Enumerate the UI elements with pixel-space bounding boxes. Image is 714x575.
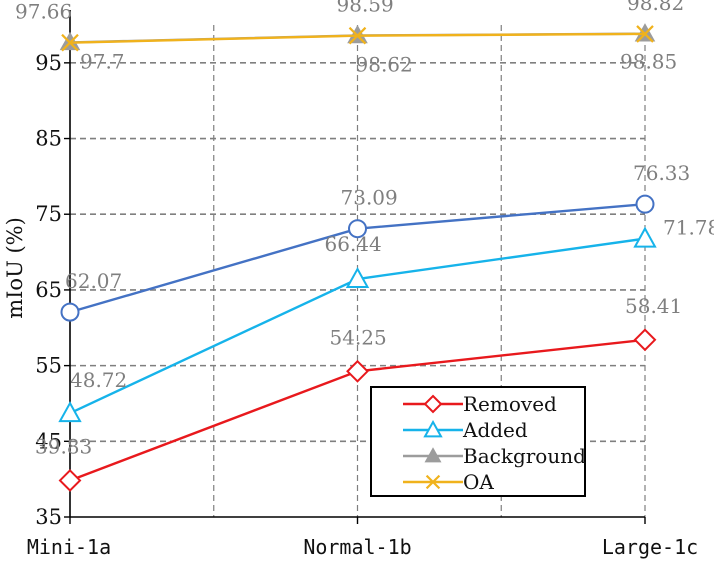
legend-marker-3-b [425,474,441,490]
data-label-4-1: 73.09 [341,186,398,210]
y-tick-label-75: 75 [35,202,62,226]
data-label-4-2: 76.33 [633,161,690,185]
series-3-point-2 [636,25,654,43]
data-label-1-1: 66.44 [325,232,382,256]
data-label-3-1: 98.59 [337,0,394,17]
x-tick-labels: Mini-1a Normal-1b Large-1c [27,535,698,559]
data-label-2-1: 98.62 [356,52,413,76]
data-label-2-2: 98.85 [620,50,677,74]
series-4-point-2 [635,194,655,214]
legend-label-0: Removed [463,392,557,416]
series-3-point-2-b [636,25,654,43]
y-tick-label-95: 95 [35,51,62,75]
y-tick-label-65: 65 [35,278,62,302]
series-4-point-1 [348,219,367,239]
legend-marker-2 [424,447,442,463]
data-label-2-0: 97.7 [80,49,125,73]
series-layer [58,23,657,492]
series-4-point-0 [60,302,80,322]
data-label-1-0: 48.72 [70,368,127,392]
data-labels: 39.83 54.25 58.41 48.72 66.44 71.78 97.7 98.62 9… [15,0,714,458]
series-1-point-0 [58,401,82,423]
y-tick-label-85: 85 [35,127,62,151]
x-tick-label-1: Normal-1b [303,535,411,559]
legend-label-1: Added [462,418,528,442]
axes [64,10,646,524]
grid-lines [70,25,646,517]
series-1-point-2 [633,226,657,248]
series-0-point-0 [58,469,82,492]
legend-marker-3 [425,474,441,490]
legend-marker-1 [423,419,443,438]
y-tick-labels: 35 45 55 65 75 85 95 [35,51,62,529]
series-0-point-2 [633,328,657,352]
series-3-point-1 [348,26,367,45]
data-label-0-1: 54.25 [330,325,387,349]
data-label-3-0: 97.66 [15,0,72,24]
series-3-point-0-b [61,33,79,52]
legend-label-2: Background [463,444,586,468]
data-label-3-2: 98.82 [627,0,684,15]
series-1-point-1 [345,266,370,289]
legend-marker-0 [423,394,443,414]
y-tick-label-45: 45 [35,429,62,453]
y-tick-label-35: 35 [35,505,62,529]
series-3-point-1-b [348,26,367,45]
y-tick-label-55: 55 [35,354,62,378]
series-0-point-1 [346,359,369,383]
data-label-0-0: 39.83 [35,434,92,458]
x-tick-label-2: Large-1c [602,535,698,559]
x-tick-label-0: Mini-1a [27,535,111,559]
data-label-4-0: 62.07 [65,269,122,293]
series-3-point-0 [61,33,79,52]
data-label-0-2: 58.41 [625,294,682,318]
legend-label-3: OA [463,470,494,494]
y-axis-label: mIoU (%) [3,217,27,319]
data-label-1-2: 71.78 [663,216,714,240]
